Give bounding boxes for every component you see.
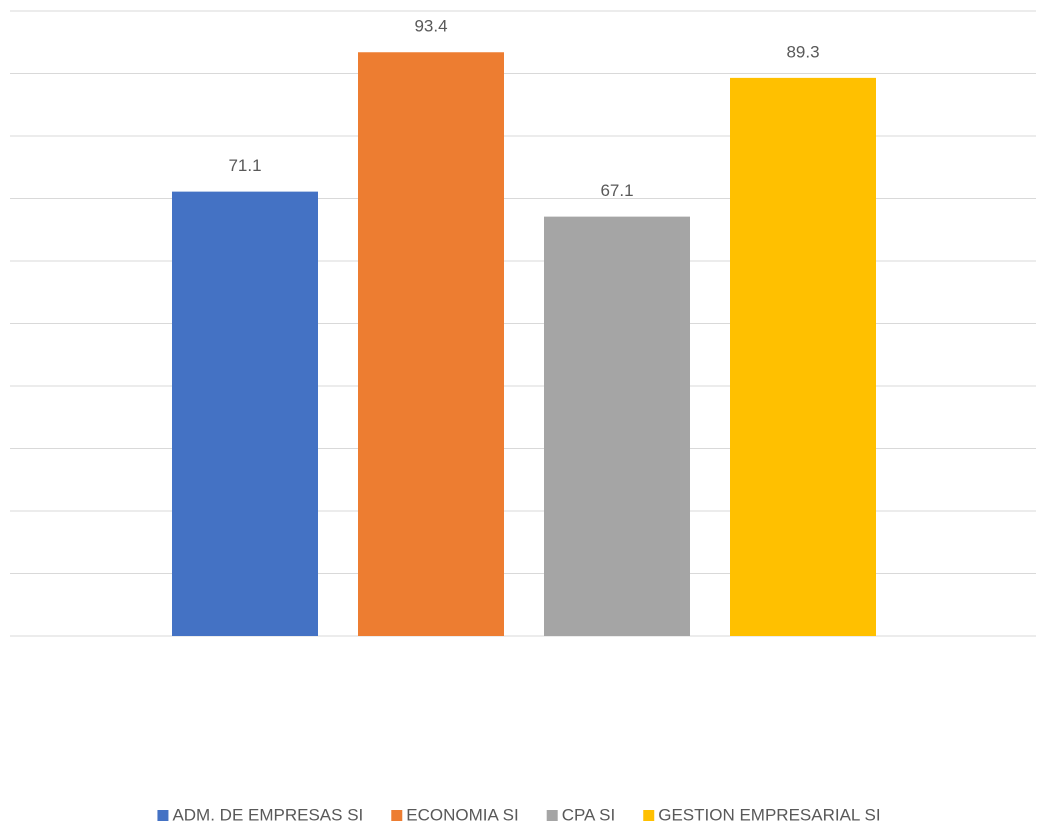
legend-label: GESTION EMPRESARIAL SI	[658, 805, 880, 824]
bar	[358, 52, 504, 636]
legend-label: CPA SI	[562, 805, 616, 824]
data-label: 89.3	[786, 42, 819, 61]
bar	[172, 191, 318, 636]
data-label: 93.4	[414, 17, 447, 36]
data-label: 67.1	[600, 181, 633, 200]
legend-swatch	[643, 810, 655, 821]
data-label: 71.1	[228, 156, 261, 175]
bar	[544, 216, 690, 636]
legend-label: ECONOMIA SI	[406, 805, 518, 824]
bar	[730, 77, 876, 636]
legend-swatch	[391, 810, 403, 821]
legend-swatch	[157, 810, 169, 821]
legend-label: ADM. DE EMPRESAS SI	[172, 805, 363, 824]
legend-swatch	[546, 810, 558, 821]
